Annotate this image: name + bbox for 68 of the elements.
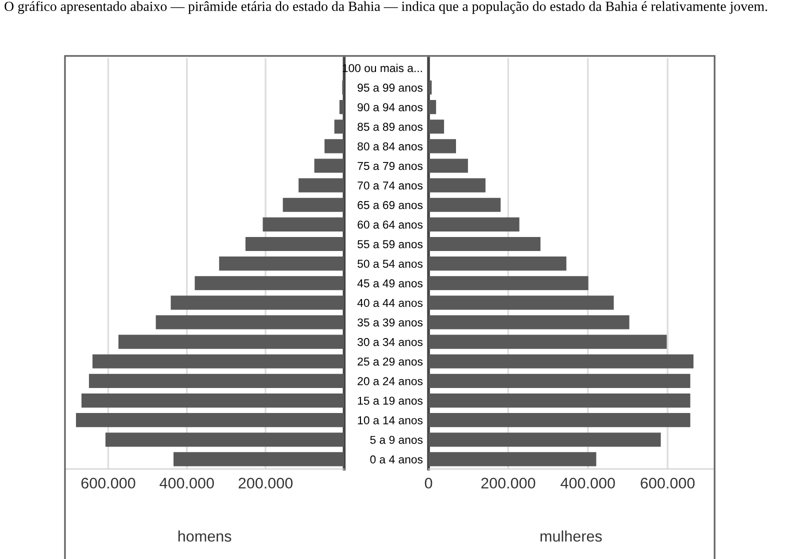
y-tick-label: 50 a 54 anos — [358, 260, 423, 268]
x-tick-label: 600.000 — [640, 478, 695, 489]
y-tick-label: 75 a 79 anos — [358, 162, 423, 170]
bar — [92, 354, 344, 368]
bar — [88, 374, 344, 388]
bar — [324, 139, 344, 154]
y-tick-label: 90 a 94 anos — [358, 103, 423, 112]
bar — [428, 334, 667, 349]
y-tick-label: 5 a 9 anos — [370, 436, 423, 444]
y-tick-label: 65 a 69 anos — [358, 201, 423, 210]
bar — [428, 354, 694, 368]
x-tick-label: 0 — [424, 478, 432, 489]
y-tick-label: 85 a 89 anos — [358, 122, 423, 131]
bar — [428, 236, 540, 252]
y-tick-label: 0 a 4 anos — [370, 455, 423, 464]
x-tick-label: 200.000 — [238, 478, 293, 489]
bar — [298, 178, 344, 192]
bar — [219, 256, 344, 271]
y-tick-label: 20 a 24 anos — [358, 377, 423, 386]
bar — [428, 374, 690, 388]
y-tick-label: 80 a 84 anos — [358, 142, 423, 150]
bar — [245, 236, 344, 252]
bar — [428, 413, 690, 428]
bar — [170, 296, 344, 310]
y-tick-label: 70 a 74 anos — [358, 181, 423, 190]
y-tick-label: 60 a 64 anos — [358, 220, 423, 229]
y-tick-label: 25 a 29 anos — [358, 358, 423, 366]
bar — [428, 158, 468, 173]
x-axis-title: homens — [178, 530, 232, 542]
bar — [428, 198, 501, 212]
bar — [81, 393, 344, 408]
bar — [428, 296, 614, 310]
y-tick-label: 55 a 59 anos — [358, 240, 423, 248]
bar — [428, 452, 596, 466]
bar — [428, 100, 436, 114]
bar — [334, 120, 344, 134]
text: O gráfico apresentado abaixo — pirâmide etária do estado da Bahia — indica que a população do estado da Bahia é relativamente jovem. — [4, 1, 768, 14]
x-axis-title: mulheres — [540, 530, 602, 542]
y-tick-label: 10 a 14 anos — [358, 416, 423, 424]
bar — [428, 393, 690, 408]
bar — [282, 198, 344, 212]
bar — [428, 276, 588, 290]
x-tick-label: 400.000 — [160, 478, 214, 489]
x-tick-label: 200.000 — [481, 478, 536, 489]
bar — [314, 158, 344, 173]
bar — [428, 217, 520, 232]
y-tick-label: 15 a 19 anos — [358, 396, 423, 405]
bar — [339, 100, 344, 114]
y-tick-label: 40 a 44 anos — [357, 298, 423, 307]
bar — [118, 334, 344, 349]
bar — [194, 276, 344, 290]
bar — [428, 432, 661, 447]
y-tick-label: 35 a 39 anos — [358, 318, 423, 326]
y-tick-label: 30 a 34 anos — [358, 338, 423, 346]
bar — [428, 120, 444, 134]
bar — [262, 217, 344, 232]
y-tick-label: 45 a 49 anos — [357, 279, 423, 288]
bar — [76, 413, 344, 428]
y-tick-label: 95 a 99 anos — [358, 84, 423, 92]
bar — [428, 178, 486, 192]
x-tick-label: 600.000 — [81, 478, 136, 489]
bar — [428, 256, 566, 271]
bar — [428, 315, 630, 330]
x-tick-label: 400.000 — [560, 478, 615, 489]
bar — [105, 432, 344, 447]
bar — [174, 452, 344, 466]
bar — [428, 139, 456, 154]
bar — [156, 315, 344, 330]
